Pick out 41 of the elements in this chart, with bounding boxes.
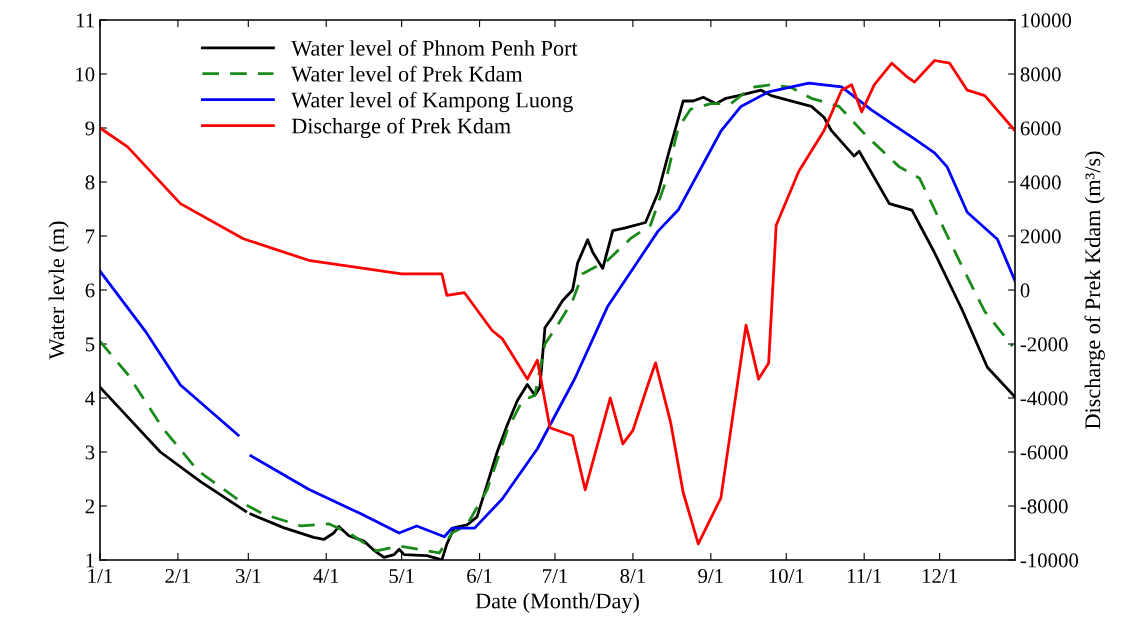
y-tick-label: 7	[86, 229, 95, 244]
x-tick-label: 4/1	[313, 569, 339, 583]
x-tick-label: 5/1	[389, 569, 414, 583]
y-tick-label: 11	[76, 13, 94, 28]
y2-tick-label: 8000	[1020, 67, 1061, 82]
x-tick-label: 6/1	[467, 568, 492, 583]
x-tick-label: 11/1	[847, 569, 882, 583]
y2-tick-label: -6000	[1020, 445, 1068, 460]
y2-tick-label: 10000	[1021, 13, 1072, 28]
y2-tick-label: -4000	[1020, 391, 1068, 406]
y2-tick-label: 4000	[1020, 175, 1061, 190]
y2-tick-label: -8000	[1020, 499, 1068, 514]
y-tick-label: 2	[85, 499, 94, 514]
legend-label: Discharge of Prek Kdam	[291, 117, 511, 139]
y-tick-label: 5	[85, 337, 95, 352]
x-tick-label: 9/1	[698, 568, 723, 583]
y2-axis-title: Discharge of Prek Kdam (m³/s)	[1084, 151, 1105, 429]
y-axis-title: Water levle (m)	[48, 221, 69, 360]
legend-label: Water level of Phnom Penh Port	[291, 39, 578, 56]
y2-tick-label: 0	[1020, 283, 1030, 298]
y-tick-label: 6	[85, 283, 95, 298]
y2-tick-label: -2000	[1020, 337, 1068, 352]
x-tick-label: 2/1	[165, 568, 190, 583]
y-tick-label: 3	[85, 445, 95, 460]
legend-label: Water level of Kampong Luong	[291, 91, 573, 113]
y2-tick-label: -10000	[1020, 553, 1079, 568]
x-tick-label: 10/1	[769, 568, 804, 583]
x-tick-label: 7/1	[543, 569, 568, 583]
y-tick-label: 9	[85, 121, 95, 136]
y-tick-label: 4	[85, 391, 95, 406]
y2-tick-label: 6000	[1020, 121, 1061, 136]
y-tick-label: 1	[86, 553, 94, 568]
y2-tick-label: 2000	[1020, 229, 1061, 244]
x-tick-label: 12/1	[922, 568, 957, 583]
y-tick-label: 10	[76, 67, 95, 82]
x-tick-label: 8/1	[620, 568, 645, 583]
legend-label: Water level of Prek Kdam	[291, 65, 523, 82]
x-axis-title: Date (Month/Day)	[475, 592, 639, 613]
x-tick-label: 3/1	[236, 568, 261, 583]
y-tick-label: 8	[85, 175, 95, 190]
x-tick-label: 1/1	[88, 569, 113, 583]
